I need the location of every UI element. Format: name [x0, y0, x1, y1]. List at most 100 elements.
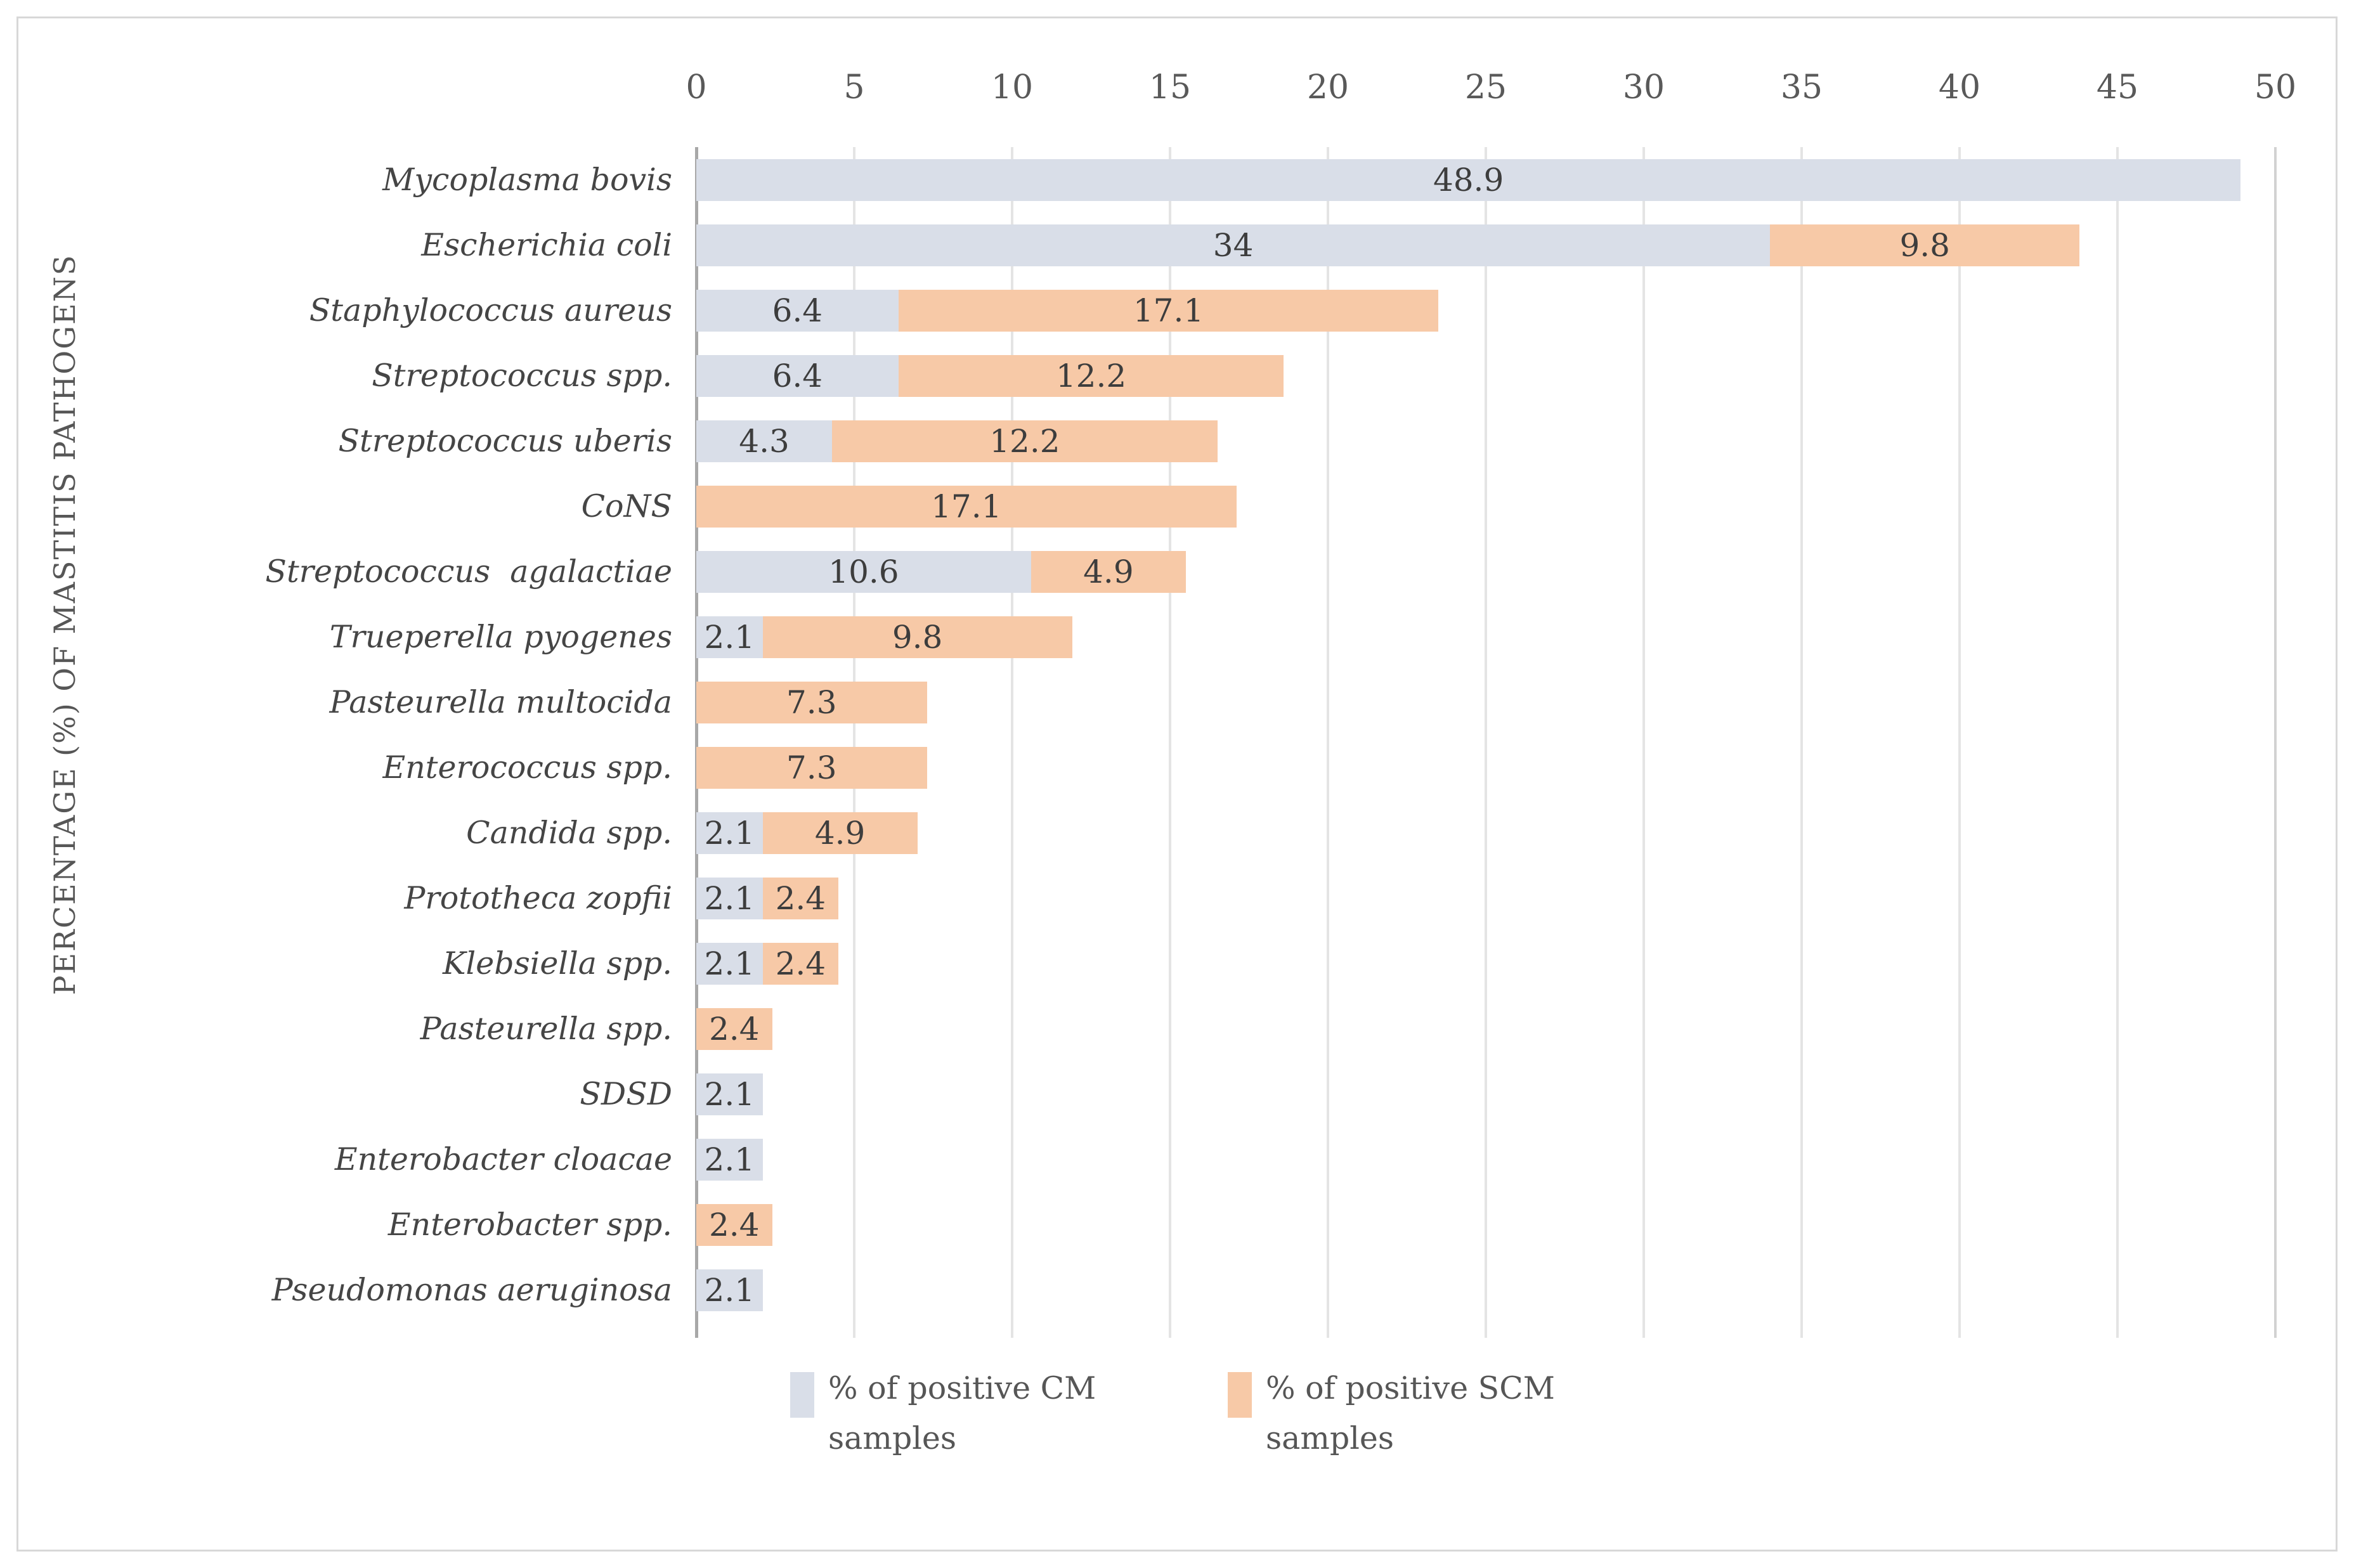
category-label: Prototheca zopfii	[404, 880, 672, 916]
bar-value-label: 4.3	[739, 422, 790, 460]
x-axis-tick-label: 40	[1938, 68, 1981, 107]
category-label: Pseudomonas aeruginosa	[271, 1272, 672, 1308]
bar-segment-scm: 17.1	[696, 485, 1237, 528]
category-label: Candida spp.	[466, 815, 672, 851]
bar-value-label: 34	[1213, 226, 1254, 264]
x-axis-tick-label: 5	[843, 68, 865, 107]
bar-segment-scm: 2.4	[696, 1008, 772, 1050]
bar-segment-cm: 4.3	[696, 420, 833, 462]
bar-segment-scm: 17.1	[898, 289, 1439, 332]
bar-segment-scm: 7.3	[696, 746, 927, 789]
category-label: Pasteurella multocida	[329, 684, 672, 720]
category-label: Enterobacter spp.	[387, 1207, 672, 1243]
bar-segment-cm: 10.6	[696, 550, 1031, 593]
legend-item-scm: % of positive SCM samples	[1228, 1363, 1564, 1464]
bar-segment-cm: 2.1	[696, 616, 763, 658]
bar-value-label: 2.1	[704, 618, 755, 656]
bar-value-label: 2.1	[704, 1075, 755, 1113]
bar-value-label: 2.1	[704, 1141, 755, 1178]
bar-segment-cm: 2.1	[696, 1269, 763, 1311]
category-label: SDSD	[580, 1076, 672, 1112]
gridline	[1642, 147, 1645, 1338]
legend-label-cm: % of positive CM samples	[828, 1370, 1096, 1457]
category-label: Trueperella pyogenes	[329, 619, 672, 655]
bar-segment-cm: 2.1	[696, 1138, 763, 1181]
bar-value-label: 10.6	[828, 553, 899, 590]
gridline	[853, 147, 855, 1338]
bar-value-label: 2.4	[708, 1206, 760, 1243]
bar-value-label: 17.1	[931, 488, 1002, 525]
bar-value-label: 4.9	[814, 814, 866, 852]
bar-value-label: 2.4	[708, 1010, 760, 1047]
axis-zero-line	[695, 147, 698, 1338]
category-label: Klebsiella spp.	[442, 945, 672, 982]
bar-segment-scm: 2.4	[762, 877, 839, 919]
bar-segment-cm: 6.4	[696, 289, 899, 332]
figure-border	[16, 16, 2338, 1552]
bar-value-label: 2.1	[704, 1271, 755, 1309]
x-axis-tick-label: 45	[2096, 68, 2139, 107]
x-axis-tick-label: 10	[991, 68, 1034, 107]
legend-item-cm: % of positive CM samples	[790, 1363, 1126, 1464]
x-axis-tick-label: 35	[1780, 68, 1823, 107]
bar-segment-scm: 9.8	[1770, 224, 2080, 266]
category-label: Streptococcus agalactiae	[265, 554, 672, 590]
bar-value-label: 12.2	[1055, 357, 1127, 394]
x-axis-tick-label: 0	[686, 68, 707, 107]
category-label: Mycoplasma bovis	[382, 162, 672, 198]
bar-segment-cm: 2.1	[696, 877, 763, 919]
category-label: CoNS	[581, 488, 672, 524]
bar-value-label: 6.4	[772, 292, 823, 329]
category-label: Streptococcus uberis	[338, 423, 672, 459]
category-label: Escherichia coli	[421, 227, 672, 263]
bar-segment-scm: 4.9	[1031, 550, 1186, 593]
bar-value-label: 48.9	[1433, 161, 1504, 198]
bar-segment-cm: 2.1	[696, 942, 763, 985]
x-axis-tick-label: 15	[1148, 68, 1192, 107]
bar-segment-cm: 2.1	[696, 812, 763, 854]
x-axis-tick-label: 20	[1306, 68, 1349, 107]
gridline	[1169, 147, 1171, 1338]
x-axis-tick-label: 50	[2254, 68, 2297, 107]
gridline	[1327, 147, 1329, 1338]
bar-segment-scm: 9.8	[762, 616, 1072, 658]
category-label: Pasteurella spp.	[420, 1011, 672, 1047]
bar-value-label: 17.1	[1133, 292, 1204, 329]
gridline	[2274, 147, 2277, 1338]
category-label: Staphylococcus aureus	[309, 292, 672, 328]
bar-value-label: 2.4	[775, 879, 826, 917]
bar-value-label: 2.1	[704, 814, 755, 852]
gridline	[1958, 147, 1961, 1338]
bar-value-label: 2.1	[704, 945, 755, 982]
legend-swatch-scm	[1228, 1372, 1252, 1418]
gridline	[1800, 147, 1803, 1338]
bar-segment-cm: 48.9	[696, 159, 2241, 201]
bar-value-label: 12.2	[989, 422, 1060, 460]
bar-value-label: 2.1	[704, 879, 755, 917]
bar-value-label: 7.3	[786, 749, 837, 786]
x-axis-tick-label: 25	[1464, 68, 1507, 107]
category-label: Streptococcus spp.	[372, 358, 672, 394]
bar-segment-scm: 7.3	[696, 681, 927, 723]
bar-segment-scm: 4.9	[762, 812, 918, 854]
bar-segment-scm: 12.2	[832, 420, 1218, 462]
bar-segment-scm: 2.4	[696, 1203, 772, 1246]
bar-value-label: 9.8	[892, 618, 943, 656]
x-axis-tick-label: 30	[1622, 68, 1665, 107]
bar-segment-scm: 2.4	[762, 942, 839, 985]
gridline	[1485, 147, 1487, 1338]
bar-segment-scm: 12.2	[898, 354, 1284, 397]
gridline	[1011, 147, 1013, 1338]
bar-value-label: 7.3	[786, 684, 837, 721]
bar-segment-cm: 6.4	[696, 354, 899, 397]
bar-value-label: 2.4	[775, 945, 826, 982]
bar-value-label: 9.8	[1899, 226, 1950, 264]
legend-label-scm: % of positive SCM samples	[1266, 1370, 1555, 1457]
gridline	[2116, 147, 2119, 1338]
bar-segment-cm: 2.1	[696, 1073, 763, 1115]
legend: % of positive CM samples % of positive S…	[0, 1363, 2354, 1464]
bar-segment-cm: 34	[696, 224, 1771, 266]
legend-swatch-cm	[790, 1372, 814, 1418]
bar-value-label: 4.9	[1083, 553, 1134, 590]
